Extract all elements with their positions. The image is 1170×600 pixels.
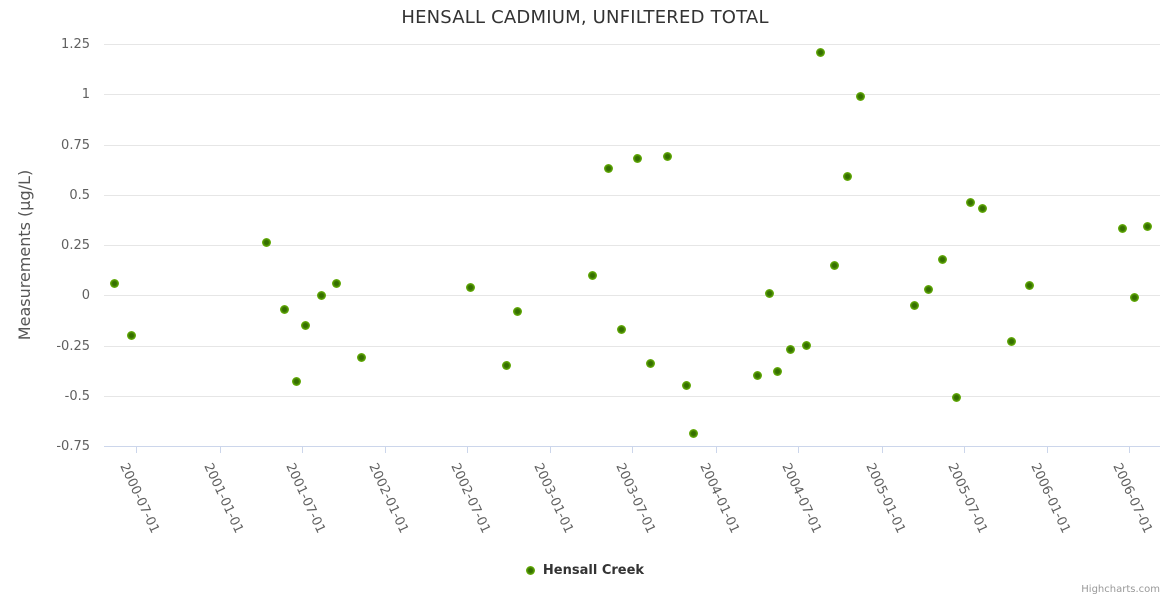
x-axis-tick-label: 2003-01-01 <box>530 461 577 536</box>
y-axis-tick-label: -0.75 <box>56 439 90 454</box>
x-axis-tick-mark <box>963 447 965 453</box>
x-axis-tick-mark <box>715 447 717 453</box>
data-point[interactable] <box>773 367 783 377</box>
data-point[interactable] <box>501 361 511 371</box>
data-point[interactable] <box>752 371 762 381</box>
data-point[interactable] <box>646 359 656 369</box>
x-axis-tick-label: 2004-07-01 <box>778 461 825 536</box>
x-axis-tick-mark <box>301 447 303 453</box>
data-point[interactable] <box>465 282 475 292</box>
gridline <box>104 295 1160 297</box>
data-point[interactable] <box>617 324 627 334</box>
data-point[interactable] <box>126 330 136 340</box>
data-point[interactable] <box>855 91 865 101</box>
data-point[interactable] <box>632 154 642 164</box>
data-point[interactable] <box>842 172 852 182</box>
data-point[interactable] <box>1007 336 1017 346</box>
data-point[interactable] <box>1142 222 1152 232</box>
data-point[interactable] <box>815 47 825 57</box>
data-point[interactable] <box>280 304 290 314</box>
data-point[interactable] <box>937 254 947 264</box>
x-axis-tick-label: 2001-01-01 <box>199 461 246 536</box>
x-axis-tick-label: 2005-07-01 <box>944 461 990 536</box>
y-axis-tick-label: 1.25 <box>61 37 90 52</box>
legend-item-hensall-creek[interactable]: Hensall Creek <box>0 563 1170 578</box>
chart-title: HENSALL CADMIUM, UNFILTERED TOTAL <box>401 7 769 28</box>
data-point[interactable] <box>110 278 120 288</box>
x-axis-tick-mark <box>550 447 552 453</box>
data-point[interactable] <box>1118 224 1128 234</box>
x-axis-tick-label: 2005-01-01 <box>862 461 908 536</box>
gridline <box>104 395 1160 397</box>
data-point[interactable] <box>663 152 673 162</box>
data-point[interactable] <box>1025 280 1035 290</box>
data-point[interactable] <box>301 320 311 330</box>
x-axis-tick-mark <box>632 447 634 453</box>
highcharts-credits-link[interactable]: Highcharts.com <box>1081 584 1160 595</box>
data-point[interactable] <box>331 278 341 288</box>
gridline <box>104 144 1160 146</box>
data-point[interactable] <box>910 300 920 310</box>
data-point[interactable] <box>512 306 522 316</box>
x-axis-tick-label: 2000-07-01 <box>116 461 163 536</box>
gridline <box>104 194 1160 196</box>
data-point[interactable] <box>317 290 327 300</box>
data-point[interactable] <box>604 164 614 174</box>
x-axis-tick-mark <box>1129 447 1131 453</box>
gridline <box>104 94 1160 96</box>
x-axis-tick-label: 2002-01-01 <box>365 461 411 536</box>
data-point[interactable] <box>952 393 961 403</box>
y-axis-tick-label: 0.5 <box>69 187 90 203</box>
plot-area <box>104 44 1160 447</box>
gridline <box>104 245 1160 246</box>
x-axis-tick-label: 2006-01-01 <box>1027 461 1074 536</box>
data-point[interactable] <box>688 429 698 439</box>
x-axis-tick-label: 2006-07-01 <box>1109 461 1156 536</box>
data-point[interactable] <box>764 288 774 298</box>
data-point[interactable] <box>587 270 597 280</box>
data-point[interactable] <box>924 284 934 294</box>
x-axis-tick-mark <box>881 447 883 453</box>
x-axis-tick-label: 2004-01-01 <box>696 461 742 536</box>
data-point[interactable] <box>681 381 691 391</box>
data-point[interactable] <box>801 341 811 350</box>
y-axis-tick-label: -0.25 <box>56 338 90 354</box>
x-axis-tick-label: 2003-07-01 <box>612 461 659 536</box>
y-axis-tick-label: 0.25 <box>61 238 90 253</box>
legend-marker-icon <box>525 566 535 575</box>
y-axis-tick-label: 0 <box>81 288 90 304</box>
data-point[interactable] <box>1129 292 1139 302</box>
legend-label: Hensall Creek <box>542 563 645 578</box>
data-point[interactable] <box>978 204 988 214</box>
x-axis-tick-label: 2001-07-01 <box>281 461 328 536</box>
x-axis-tick-mark <box>798 447 800 453</box>
x-axis-tick-mark <box>384 447 386 453</box>
x-axis-tick-mark <box>219 447 221 453</box>
gridline <box>104 44 1160 45</box>
y-axis-tick-label: 0.75 <box>61 137 90 153</box>
x-axis-tick-label: 2002-07-01 <box>447 461 493 536</box>
x-axis-tick-mark <box>1047 447 1049 453</box>
y-axis-tick-label: -0.5 <box>64 388 90 404</box>
gridline <box>104 345 1160 347</box>
data-point[interactable] <box>786 345 796 355</box>
x-axis-tick-mark <box>467 447 469 453</box>
y-axis-tick-label: 1 <box>81 87 90 103</box>
data-point[interactable] <box>292 377 302 387</box>
data-point[interactable] <box>356 353 366 363</box>
data-point[interactable] <box>829 260 839 270</box>
x-axis-tick-mark <box>136 447 138 453</box>
data-point[interactable] <box>965 198 975 208</box>
data-point[interactable] <box>262 238 272 248</box>
